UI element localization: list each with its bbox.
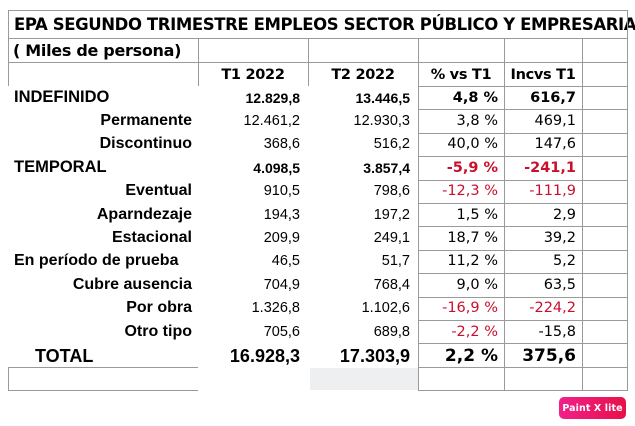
t2-value: 12.930,3 [353,113,410,130]
table-subtitle: ( Miles de persona) [13,41,182,60]
grid-line [418,390,628,391]
grid-line [308,38,309,86]
row-label: Otro tipo [124,322,192,340]
row-label: TEMPORAL [14,158,107,177]
column-header-inc: Incvs T1 [510,66,576,83]
grid-line [418,203,628,204]
pct-vs-t1-value: -16,9 % [442,300,498,317]
inc-vs-t1-value: 147,6 [534,136,576,153]
row-label: Estacional [111,229,192,247]
pct-vs-t1-value: 40,0 % [447,136,498,153]
inc-vs-t1-value: -241,1 [524,159,576,176]
pct-vs-t1-value: 11,2 % [447,253,498,270]
pct-vs-t1-value: 1,5 % [456,206,498,223]
grid-line [8,62,628,63]
paint-x-lite-badge: Paint X lite [559,397,626,419]
t1-value: 910,5 [263,183,300,200]
t2-value: 13.446,5 [355,89,411,106]
grid-line [8,10,9,86]
grid-line [418,320,628,321]
grid-line [418,367,628,368]
t1-value: 209,9 [263,230,300,247]
row-label: Cubre ausencia [72,275,192,293]
inc-vs-t1-value: 375,6 [522,346,576,367]
t2-value: 17.303,9 [339,345,410,366]
t2-value: 51,7 [381,253,410,270]
grid-line [418,343,628,344]
grid-line [418,109,628,110]
pct-vs-t1-value: -2,2 % [451,323,498,340]
shaded-cell [310,368,418,390]
t1-value: 16.928,3 [229,345,300,366]
inc-vs-t1-value: 616,7 [530,89,576,106]
row-label: INDEFINIDO [14,88,110,107]
t1-value: 4.098,5 [253,159,300,176]
grid-line [8,86,198,87]
inc-vs-t1-value: -111,9 [529,183,576,200]
grid-line [8,10,628,11]
row-label: Por obra [126,299,192,317]
grid-line [504,38,505,391]
row-label: En período de prueba [14,252,179,270]
grid-line [418,38,419,391]
grid-line [418,297,628,298]
row-label: TOTAL [35,345,94,366]
grid-line [418,156,628,157]
grid-line [8,38,628,39]
t2-value: 3.857,4 [363,159,410,176]
grid-line [418,180,628,181]
t2-value: 689,8 [373,323,410,340]
pct-vs-t1-value: 3,8 % [456,113,498,130]
row-label: Aparndezaje [96,205,192,223]
t2-value: 197,2 [373,206,410,223]
t1-value: 705,6 [263,323,300,340]
inc-vs-t1-value: -15,8 [538,323,576,340]
t2-value: 1.102,6 [361,300,410,317]
grid-line [418,250,628,251]
grid-line [418,226,628,227]
pct-vs-t1-value: 4,8 % [452,89,498,106]
pct-vs-t1-value: -12,3 % [442,183,498,200]
column-header-t2: T2 2022 [331,66,395,83]
t1-value: 46,5 [271,253,300,270]
pct-vs-t1-value: 9,0 % [456,276,498,293]
inc-vs-t1-value: -224,2 [529,300,576,317]
t2-value: 768,4 [373,276,410,293]
inc-vs-t1-value: 39,2 [543,230,576,247]
t1-value: 12.829,8 [245,89,301,106]
row-label: Eventual [125,182,192,200]
grid-line [8,390,198,391]
t1-value: 368,6 [263,136,300,153]
grid-line [418,133,628,134]
column-header-t1: T1 2022 [221,66,285,83]
inc-vs-t1-value: 469,1 [534,113,576,130]
t1-value: 194,3 [263,206,300,223]
t1-value: 12.461,2 [243,113,300,130]
column-header-pct: % vs T1 [430,66,492,83]
grid-line [627,10,628,391]
inc-vs-t1-value: 63,5 [543,276,576,293]
grid-line [8,367,9,391]
row-label: Discontinuo [99,135,192,153]
grid-line [582,38,583,391]
t1-value: 1.326,8 [251,300,300,317]
table-title: EPA SEGUNDO TRIMESTRE EMPLEOS SECTOR PÚB… [14,14,635,34]
t2-value: 249,1 [373,230,410,247]
grid-line [418,273,628,274]
t2-value: 516,2 [373,136,410,153]
grid-line [198,38,199,86]
grid-line [418,86,628,87]
pct-vs-t1-value: -5,9 % [446,159,498,176]
inc-vs-t1-value: 5,2 [552,253,576,270]
grid-line [8,367,198,368]
pct-vs-t1-value: 18,7 % [447,230,498,247]
t1-value: 704,9 [263,276,300,293]
row-label: Permanente [100,112,192,130]
t2-value: 798,6 [373,183,410,200]
pct-vs-t1-value: 2,2 % [444,346,498,367]
inc-vs-t1-value: 2,9 [552,206,576,223]
